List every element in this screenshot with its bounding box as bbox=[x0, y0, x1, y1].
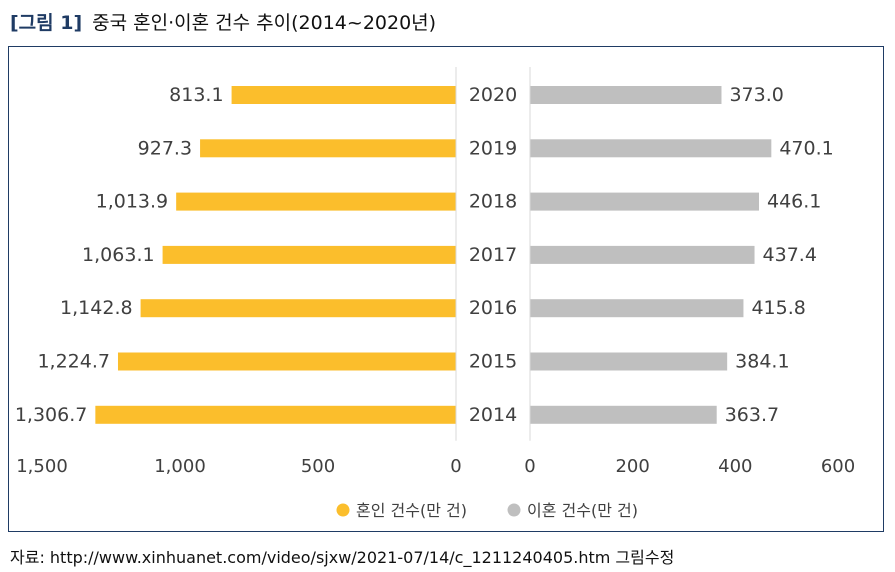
divorce-legend-label: 이혼 건수(만 건) bbox=[527, 501, 638, 520]
marriage-axis-tick: 1,500 bbox=[16, 456, 68, 477]
divorce-data-label: 415.8 bbox=[751, 297, 805, 319]
divorce-bar bbox=[530, 139, 772, 158]
marriage-axis-tick: 0 bbox=[450, 456, 461, 477]
divorce-axis-tick: 400 bbox=[718, 456, 752, 477]
divorce-legend-marker bbox=[507, 503, 521, 517]
marriage-data-label: 927.3 bbox=[138, 137, 192, 159]
chart-frame bbox=[8, 46, 884, 532]
divorce-bar bbox=[530, 192, 759, 211]
divorce-bar bbox=[530, 405, 717, 424]
chart-title: 중국 혼인·이혼 건수 추이(2014~2020년) bbox=[92, 12, 437, 34]
year-label: 2014 bbox=[469, 404, 517, 426]
divorce-bar bbox=[530, 245, 755, 264]
marriage-axis-tick: 1,000 bbox=[154, 456, 206, 477]
marriage-axis-tick: 500 bbox=[301, 456, 335, 477]
marriage-bar bbox=[200, 139, 456, 158]
marriage-data-label: 1,306.7 bbox=[15, 404, 88, 426]
divorce-data-label: 373.0 bbox=[729, 84, 783, 106]
figure-header: [그림 1] 중국 혼인·이혼 건수 추이(2014~2020년) bbox=[10, 8, 436, 35]
year-label: 2018 bbox=[469, 191, 517, 213]
divorce-bar bbox=[530, 352, 728, 371]
marriage-bar bbox=[117, 352, 457, 371]
year-label: 2015 bbox=[469, 351, 517, 373]
divorce-data-label: 363.7 bbox=[725, 404, 779, 426]
year-label: 2016 bbox=[469, 297, 517, 319]
year-label: 2017 bbox=[469, 244, 517, 266]
year-label: 2020 bbox=[469, 84, 517, 106]
marriage-bar bbox=[140, 299, 456, 318]
marriage-legend-marker bbox=[336, 503, 350, 517]
divorce-data-label: 384.1 bbox=[735, 351, 789, 373]
marriage-legend-label: 혼인 건수(만 건) bbox=[356, 501, 467, 520]
figure-number: [그림 1] bbox=[10, 12, 83, 34]
marriage-data-label: 1,142.8 bbox=[60, 297, 133, 319]
marriage-bar bbox=[176, 192, 456, 211]
divorce-axis-tick: 0 bbox=[524, 456, 535, 477]
marriage-bar bbox=[95, 405, 456, 424]
divorce-data-label: 446.1 bbox=[767, 191, 821, 213]
divorce-data-label: 470.1 bbox=[779, 137, 833, 159]
marriage-data-label: 813.1 bbox=[169, 84, 223, 106]
divorce-axis-tick: 200 bbox=[615, 456, 649, 477]
source-note: 자료: http://www.xinhuanet.com/video/sjxw/… bbox=[10, 548, 675, 567]
divorce-data-label: 437.4 bbox=[763, 244, 817, 266]
marriage-bar bbox=[231, 86, 456, 104]
divorce-bar bbox=[530, 299, 744, 318]
divorce-axis-tick: 600 bbox=[821, 456, 855, 477]
year-label: 2019 bbox=[469, 137, 517, 159]
marriage-data-label: 1,013.9 bbox=[96, 191, 169, 213]
marriage-bar bbox=[162, 245, 456, 264]
marriage-data-label: 1,063.1 bbox=[82, 244, 155, 266]
marriage-data-label: 1,224.7 bbox=[37, 351, 110, 373]
divorce-bar bbox=[530, 86, 722, 104]
